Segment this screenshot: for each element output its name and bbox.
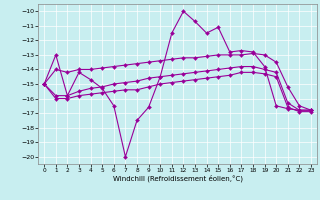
X-axis label: Windchill (Refroidissement éolien,°C): Windchill (Refroidissement éolien,°C)	[113, 175, 243, 182]
